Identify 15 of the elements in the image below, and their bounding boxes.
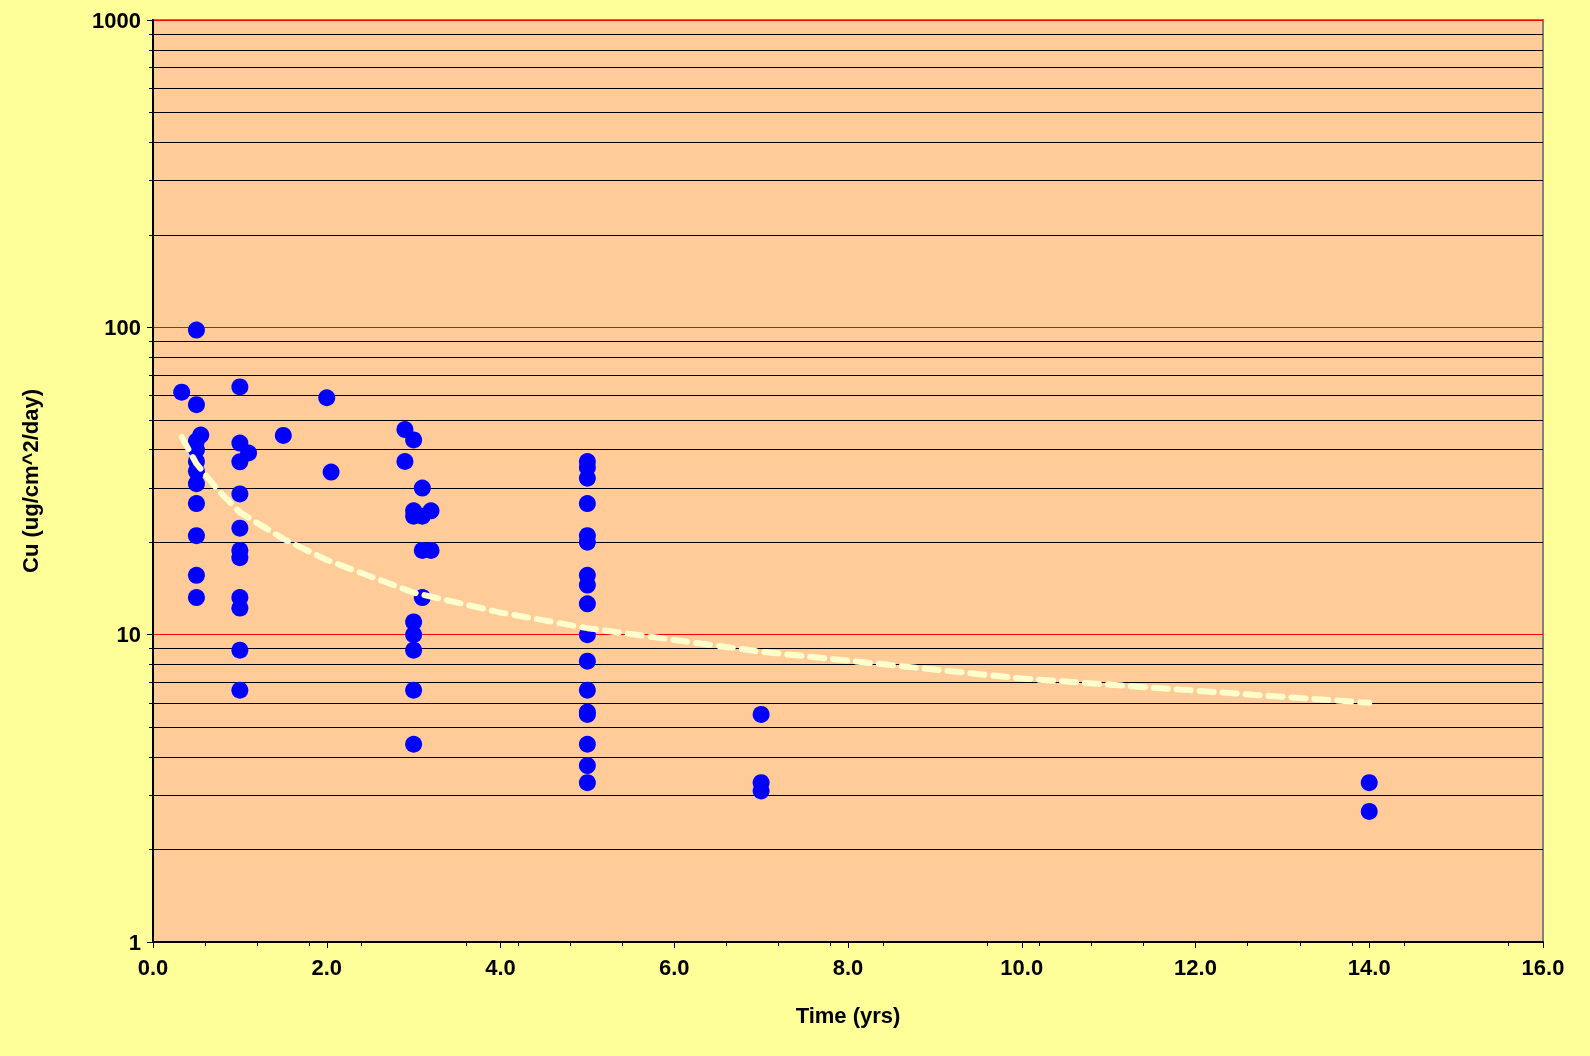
x-axis-title: Time (yrs) [795,1002,901,1028]
x-tick-label: 4.0 [485,954,516,980]
y-tick-label: 10 [116,622,141,648]
x-tick-label: 10.0 [1000,954,1044,980]
y-tick-label: 1 [128,929,141,955]
x-tick-label: 14.0 [1347,954,1391,980]
x-tick-label: 0.0 [137,954,169,980]
y-axis-title: Cu (ug/cm^2/day) [17,389,43,573]
x-tick-label: 12.0 [1174,954,1217,980]
x-tick-label: 2.0 [311,954,343,980]
y-tick-label: 100 [104,314,141,340]
x-tick-label: 6.0 [658,954,690,980]
x-tick-label: 8.0 [832,954,864,980]
y-tick-label: 1000 [92,7,141,33]
x-tick-label: 16.0 [1521,954,1565,980]
